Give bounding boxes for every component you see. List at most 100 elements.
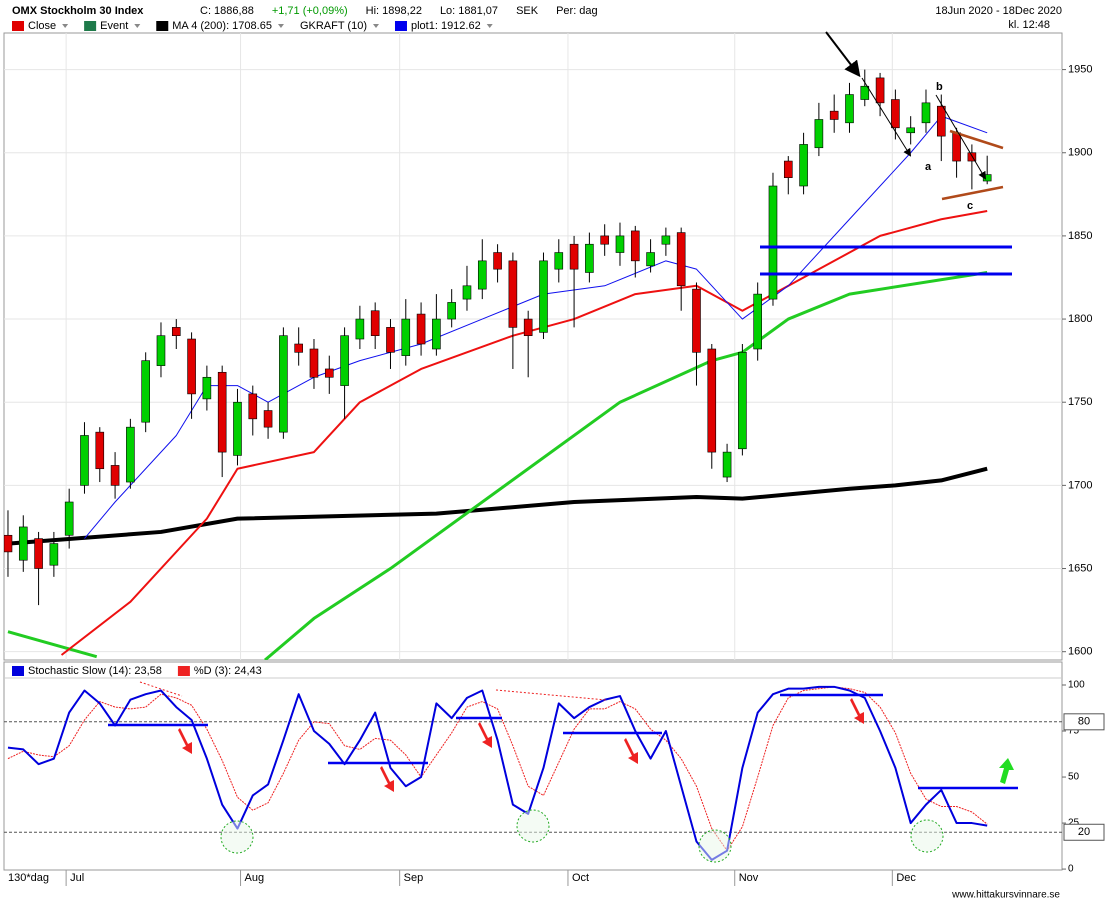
legend-label: plot1: 1912.62: [411, 20, 481, 32]
axes: 1600 1650 1700 1750 1800 1850 1900 1950 Jul Aug Se…: [65, 63, 1105, 886]
oversold-circle: [516, 809, 550, 843]
candle-body: [906, 127, 915, 134]
candle-body: [615, 235, 625, 253]
down-arrow: [178, 728, 192, 754]
annotation: b: [936, 81, 943, 93]
candle-body: [753, 293, 762, 350]
candle-body: [156, 335, 166, 366]
x-tick-label: Aug: [245, 872, 265, 884]
divergence-line: [139, 681, 183, 697]
legend-swatch: [394, 21, 407, 31]
candle-body: [768, 185, 778, 300]
legend-label: Stochastic Slow (14): 23,58: [28, 665, 162, 677]
legend-swatch: [156, 21, 169, 31]
candle-body: [692, 288, 701, 353]
candle-body: [202, 376, 212, 400]
candle-body: [34, 538, 43, 569]
divergence-line: [495, 689, 607, 701]
candle-body: [523, 318, 533, 336]
candle-body: [921, 102, 931, 124]
candle-body: [661, 235, 671, 245]
candle-body: [967, 152, 977, 162]
candle-body: [477, 260, 487, 290]
level-label: 20: [1078, 826, 1090, 838]
stoch-frame: [3, 661, 1063, 871]
legend-label: GKRAFT (10): [300, 20, 367, 32]
level-label: 80: [1078, 716, 1090, 728]
candle-body: [4, 534, 13, 553]
x-tick-label: Jul: [70, 872, 84, 884]
x-tick-label: Dec: [896, 872, 916, 884]
candle-body: [539, 260, 548, 333]
time: kl. 12:48: [1008, 19, 1050, 31]
candle-body: [294, 343, 303, 353]
y-tick-label: 1800: [1068, 313, 1092, 325]
candle-body: [462, 285, 472, 300]
series-line: [7, 685, 988, 861]
candle-body: [722, 451, 732, 478]
candle-body: [141, 360, 150, 423]
down-arrow: [380, 766, 394, 792]
oversold-circle: [698, 829, 732, 863]
candle-body: [585, 243, 594, 273]
y-tick-label: 1650: [1068, 562, 1092, 574]
candle-body: [309, 348, 319, 378]
indicator-line: [7, 271, 988, 660]
y-tick-label: 1850: [1068, 230, 1092, 242]
down-arrow: [624, 738, 638, 764]
price-drawings: a b c: [760, 31, 1012, 276]
candle-body: [340, 335, 349, 386]
legend-dropdown: [486, 24, 493, 28]
legend-dropdown: [62, 24, 69, 28]
candle-body: [370, 310, 380, 336]
y-tick-label: 100: [1068, 680, 1085, 691]
candle-body: [95, 431, 105, 470]
candle-body: [814, 119, 824, 149]
candle-body: [263, 410, 273, 428]
legend-label: MA 4 (200): 1708.65: [172, 20, 272, 32]
legend-dropdown: [134, 24, 141, 28]
level-box: [1063, 713, 1105, 731]
stoch-plot: [4, 685, 1062, 861]
candle-body: [401, 318, 411, 356]
series-line: [7, 686, 988, 852]
candle-body: [845, 94, 854, 124]
candle-body: [952, 132, 961, 162]
y-tick-label: 1700: [1068, 479, 1092, 491]
candle-body: [49, 543, 59, 566]
candle-body: [80, 435, 89, 486]
price-plot: [4, 33, 1062, 660]
arrow: [861, 77, 912, 157]
x-tick-label: Nov: [739, 872, 759, 884]
x-tick-label: Oct: [572, 872, 589, 884]
candle-body: [630, 230, 640, 262]
candle-body: [386, 327, 395, 353]
x-tick-label: Sep: [404, 872, 424, 884]
y-tick-label: 0: [1068, 864, 1074, 875]
candle-body: [829, 110, 839, 120]
price-frame: [3, 32, 1063, 661]
candle-body: [416, 313, 426, 345]
legend-label: Close: [28, 20, 56, 32]
candle-body: [217, 371, 227, 453]
candle-body: [279, 335, 288, 433]
level-box: [1063, 823, 1105, 841]
header-info: Per: dag: [556, 5, 598, 17]
candle-body: [324, 368, 334, 378]
candle-body: [355, 318, 365, 340]
annotation: a: [925, 161, 932, 173]
arrow: [825, 31, 861, 78]
candle-body: [233, 401, 242, 456]
candle-body: [110, 465, 120, 486]
date-range: 18Jun 2020 - 18Dec 2020: [935, 5, 1062, 17]
legend-label: Event: [100, 20, 128, 32]
y-tick-label: 50: [1068, 772, 1080, 783]
arrow: [935, 94, 987, 180]
down-arrow: [478, 722, 492, 748]
candle-body: [64, 501, 74, 536]
legend-swatch: [12, 666, 24, 676]
candle-body: [248, 393, 258, 420]
down-arrow: [850, 698, 864, 724]
legend-swatch: [12, 21, 24, 31]
candle-body: [707, 348, 717, 453]
